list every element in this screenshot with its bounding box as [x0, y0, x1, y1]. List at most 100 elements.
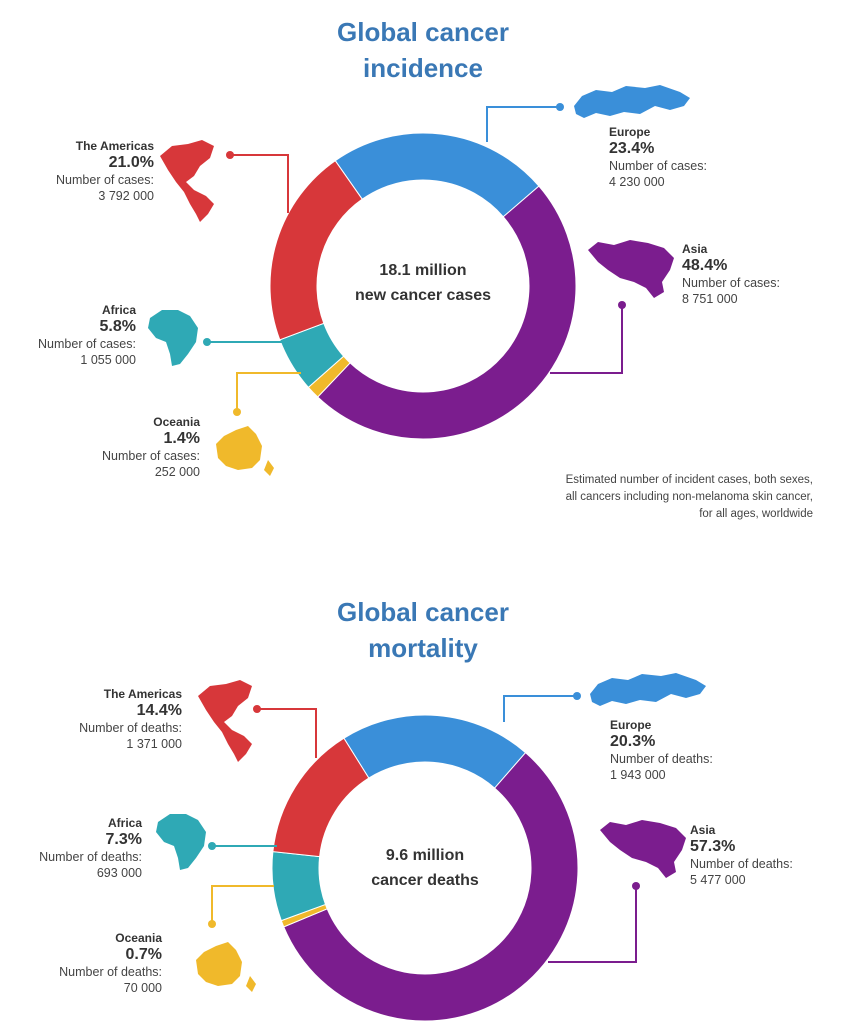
chart-footnote: Estimated number of incident cases, both… [500, 472, 813, 523]
region-percent: 7.3% [105, 831, 142, 848]
connector-dot-europe [556, 103, 564, 111]
region-label-oceania: Oceania 1.4% Number of cases: 252 000 [76, 414, 200, 480]
region-count: 1 055 000 [80, 353, 136, 367]
chart-title-line: Global cancer [337, 17, 509, 47]
region-label-africa: Africa 5.8% Number of cases: 1 055 000 [12, 302, 136, 368]
connector-oceania [236, 372, 301, 412]
center-line-2: new cancer cases [354, 287, 492, 304]
region-percent: 1.4% [163, 430, 200, 447]
region-count: 693 000 [96, 866, 142, 880]
center-line-2: cancer deaths [371, 872, 479, 889]
donut-center-label: 18.1 million new cancer cases [323, 258, 523, 308]
region-name: The Americas [75, 139, 154, 153]
connector-dot-europe [573, 692, 581, 700]
region-name: Africa [101, 303, 136, 317]
region-label-asia: Asia 57.3% Number of deaths: 5 477 000 [690, 822, 793, 888]
region-label-europe: Europe 23.4% Number of cases: 4 230 000 [609, 124, 707, 190]
donut-slice-the-americas [272, 737, 370, 858]
asia-map-icon [600, 820, 686, 878]
region-name: Oceania [115, 931, 162, 945]
europe-map-icon [574, 85, 690, 118]
chart-title: Global cancer incidence [0, 14, 846, 86]
americas-map-icon [160, 140, 214, 222]
center-line-1: 18.1 million [379, 262, 467, 279]
donut-center-label: 9.6 million cancer deaths [325, 843, 525, 893]
region-name: Oceania [153, 415, 200, 429]
region-percent: 48.4% [682, 257, 728, 274]
donut-slices [269, 132, 577, 440]
connector-dot-africa [208, 842, 216, 850]
connector-dot-americas [253, 705, 261, 713]
region-percent: 0.7% [125, 946, 162, 963]
donut-slice-the-americas [269, 159, 363, 341]
africa-map-icon [156, 814, 206, 870]
chart-title-line: Global cancer [337, 597, 509, 627]
region-name: Europe [609, 125, 651, 139]
donut-slice-asia [317, 185, 577, 440]
connector-dot-americas [226, 151, 234, 159]
region-label-americas: The Americas 21.0% Number of cases: 3 79… [30, 138, 154, 204]
donut-slice-asia [283, 751, 579, 1022]
oceania-map-icon [196, 942, 256, 992]
region-value-label: Number of deaths: [610, 752, 713, 766]
region-label-africa: Africa 7.3% Number of deaths: 693 000 [18, 815, 142, 881]
region-name: Europe [610, 718, 652, 732]
region-value-label: Number of cases: [56, 173, 154, 187]
region-value-label: Number of cases: [38, 337, 136, 351]
footnote-line: for all ages, worldwide [699, 508, 813, 520]
region-value-label: Number of deaths: [690, 857, 793, 871]
region-value-label: Number of deaths: [79, 721, 182, 735]
region-name: Africa [107, 816, 142, 830]
donut-slices [271, 714, 579, 1022]
region-name: Asia [682, 242, 708, 256]
region-value-label: Number of cases: [102, 449, 200, 463]
region-percent: 57.3% [690, 838, 736, 855]
region-value-label: Number of deaths: [39, 850, 142, 864]
connector-europe [503, 695, 577, 722]
region-value-label: Number of cases: [682, 276, 780, 290]
region-count: 4 230 000 [609, 175, 665, 189]
connector-dot-asia [618, 301, 626, 309]
asia-map-icon [588, 240, 674, 298]
region-percent: 20.3% [610, 733, 656, 750]
connector-dot-africa [203, 338, 211, 346]
region-count: 8 751 000 [682, 292, 738, 306]
connector-asia [550, 305, 623, 374]
region-label-europe: Europe 20.3% Number of deaths: 1 943 000 [610, 717, 713, 783]
chart-title: Global cancer mortality [0, 594, 846, 666]
connector-dot-asia [632, 882, 640, 890]
africa-map-icon [148, 310, 198, 366]
donut-slice-europe [343, 714, 527, 789]
region-percent: 5.8% [99, 318, 136, 335]
region-percent: 14.4% [136, 702, 182, 719]
region-value-label: Number of cases: [609, 159, 707, 173]
connector-americas [230, 154, 289, 213]
region-percent: 21.0% [108, 154, 154, 171]
chart-title-line: mortality [368, 633, 478, 663]
region-count: 1 371 000 [126, 737, 182, 751]
region-label-oceania: Oceania 0.7% Number of deaths: 70 000 [38, 930, 162, 996]
connector-oceania [211, 885, 274, 924]
chart-title-line: incidence [363, 53, 483, 83]
oceania-map-icon [216, 426, 274, 476]
connector-americas [257, 708, 317, 758]
footnote-line: all cancers including non-melanoma skin … [565, 491, 813, 503]
connector-europe [486, 106, 560, 142]
region-count: 1 943 000 [610, 768, 666, 782]
center-line-1: 9.6 million [385, 847, 465, 864]
connector-dot-oceania [208, 920, 216, 928]
connector-dot-oceania [233, 408, 241, 416]
europe-map-icon [590, 673, 706, 706]
region-percent: 23.4% [609, 140, 655, 157]
region-label-asia: Asia 48.4% Number of cases: 8 751 000 [682, 241, 780, 307]
region-name: Asia [690, 823, 716, 837]
region-count: 5 477 000 [690, 873, 746, 887]
region-label-americas: The Americas 14.4% Number of deaths: 1 3… [58, 686, 182, 752]
region-name: The Americas [103, 687, 182, 701]
region-value-label: Number of deaths: [59, 965, 162, 979]
region-count: 3 792 000 [98, 189, 154, 203]
region-count: 70 000 [123, 981, 162, 995]
americas-map-icon [198, 680, 252, 762]
